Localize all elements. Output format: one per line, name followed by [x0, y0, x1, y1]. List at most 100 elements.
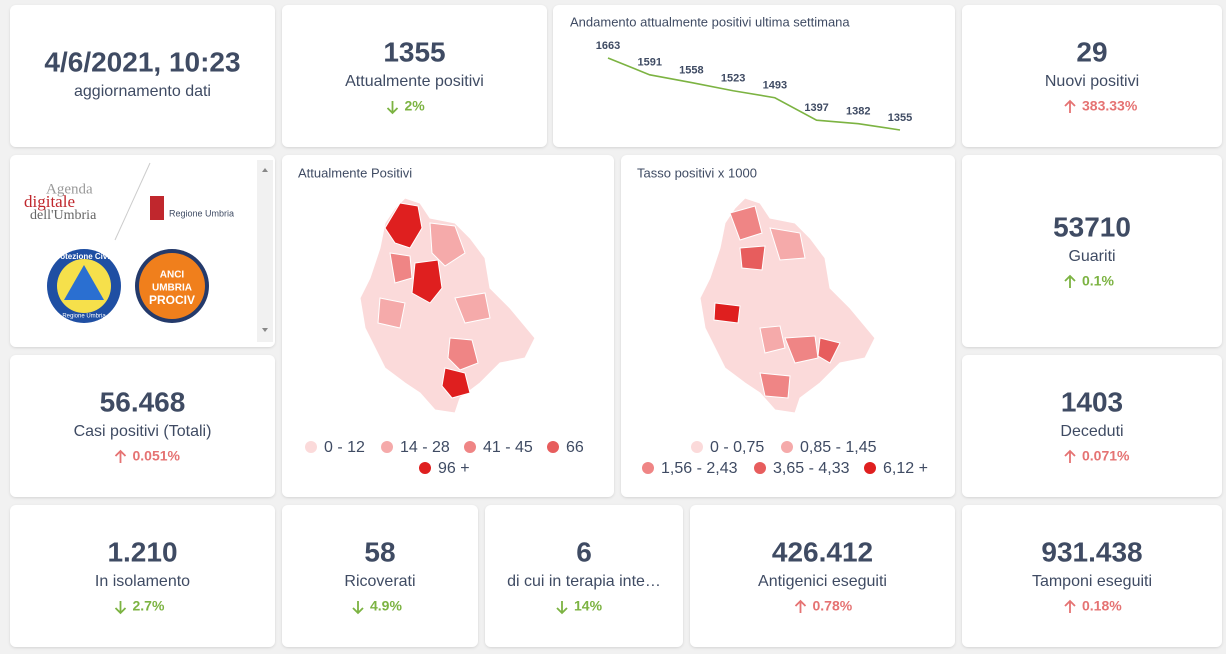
- card: [10, 355, 275, 497]
- change-arrow: [1064, 599, 1076, 613]
- map-title: Tasso positivi x 1000: [637, 165, 757, 180]
- legend-swatch: [464, 441, 476, 453]
- trend-label: 1558: [679, 64, 703, 76]
- legend-swatch: [642, 462, 654, 474]
- legend-swatch: [754, 462, 766, 474]
- scrollbar: [257, 160, 273, 342]
- change-arrow: [1064, 274, 1076, 288]
- change-arrow: [556, 601, 568, 615]
- legend-label: 6,12 +: [883, 460, 928, 477]
- stat-value: 1355: [383, 36, 445, 67]
- stat-label: Deceduti: [1060, 423, 1123, 440]
- map-region: [377, 297, 406, 329]
- legend-swatch: [781, 441, 793, 453]
- stat-value: 931.438: [1041, 536, 1142, 567]
- stat-label: Nuovi positivi: [1045, 73, 1139, 90]
- map-region: [784, 335, 819, 364]
- legend-swatch: [419, 462, 431, 474]
- map-region: [759, 325, 786, 354]
- change-arrow: [114, 601, 127, 615]
- map-region: [713, 302, 741, 324]
- trend-label: 1397: [804, 102, 828, 114]
- trend-title: Andamento attualmente positivi ultima se…: [570, 14, 850, 29]
- map-region: [729, 205, 763, 241]
- map-region: [389, 252, 413, 284]
- anci-inner: [139, 253, 205, 319]
- legend-label: 1,56 - 2,43: [661, 460, 738, 477]
- stat-change: 383.33%: [1082, 98, 1138, 114]
- legend-label: 96 +: [438, 460, 470, 477]
- map-region: [454, 292, 491, 324]
- stat-change: 4.9%: [370, 598, 402, 614]
- card: [485, 505, 683, 647]
- map-region: [429, 222, 466, 267]
- card: [690, 505, 955, 647]
- stat-value: 53710: [1053, 211, 1131, 242]
- stat-label: Attualmente positivi: [345, 73, 484, 90]
- protezione-title: Protezione Civile: [52, 252, 117, 261]
- stat-value: 56.468: [100, 386, 186, 417]
- card: [282, 505, 478, 647]
- map-region: [739, 245, 766, 271]
- logo-divider: [114, 162, 151, 241]
- legend-label: 0 - 0,75: [710, 439, 764, 456]
- stat-label: Ricoverati: [344, 573, 415, 590]
- trend-label: 1591: [637, 57, 661, 69]
- regione-icon: [150, 196, 164, 220]
- agenda-3: dell'Umbria: [30, 208, 97, 223]
- stat-change: 2.7%: [133, 598, 165, 614]
- anci-text: ANCI: [160, 270, 185, 281]
- card: [962, 505, 1222, 647]
- legend-swatch: [864, 462, 876, 474]
- scroll-down: [262, 328, 268, 332]
- map-title: Attualmente Positivi: [298, 165, 412, 180]
- protezione-tri: [64, 265, 104, 300]
- card: [10, 505, 275, 647]
- anci-text: UMBRIA: [152, 283, 192, 294]
- trend-label: 1523: [721, 73, 745, 85]
- stat-label: Casi positivi (Totali): [74, 423, 212, 440]
- card: [962, 155, 1222, 347]
- stat-value: 1.210: [107, 536, 177, 567]
- legend-swatch: [547, 441, 559, 453]
- stat-label: di cui in terapia inte…: [507, 573, 661, 590]
- card: [962, 5, 1222, 147]
- legend-swatch: [305, 441, 317, 453]
- stat-label: In isolamento: [95, 573, 190, 590]
- scroll-up: [262, 168, 268, 172]
- card: [282, 5, 547, 147]
- map-area: [359, 197, 536, 414]
- stat-value: 6: [576, 536, 592, 567]
- trend-line: [607, 57, 901, 131]
- map-region: [411, 259, 443, 304]
- change-arrow: [794, 599, 807, 613]
- map-region: [447, 337, 479, 371]
- stat-value: 4/6/2021, 10:23: [44, 46, 240, 77]
- card: [962, 355, 1222, 497]
- stat-change: 0.78%: [813, 598, 853, 614]
- map-region: [759, 372, 791, 399]
- agenda-1: Agenda: [46, 181, 93, 197]
- legend-swatch: [691, 441, 703, 453]
- map-region: [769, 227, 806, 261]
- map-region: [441, 367, 471, 399]
- legend-label: 66: [566, 439, 584, 456]
- map-region: [384, 202, 423, 249]
- stat-change: 0.071%: [1082, 448, 1130, 464]
- stat-value: 29: [1076, 36, 1107, 67]
- anci-text: PROCIV: [149, 293, 195, 307]
- card: [10, 5, 275, 147]
- trend-label: 1382: [846, 106, 870, 118]
- legend-swatch: [381, 441, 393, 453]
- change-arrow: [1064, 449, 1076, 463]
- trend-label: 1663: [596, 40, 620, 52]
- stat-label: Tamponi eseguiti: [1032, 573, 1152, 590]
- trend-label: 1355: [888, 112, 912, 124]
- legend-label: 14 - 28: [400, 439, 450, 456]
- agenda-2: digitale: [24, 192, 75, 211]
- stat-value: 58: [364, 536, 395, 567]
- change-arrow: [114, 449, 127, 463]
- stat-change: 14%: [574, 598, 603, 614]
- stat-change: 0.18%: [1082, 598, 1122, 614]
- regione-text: Regione Umbria: [169, 208, 234, 218]
